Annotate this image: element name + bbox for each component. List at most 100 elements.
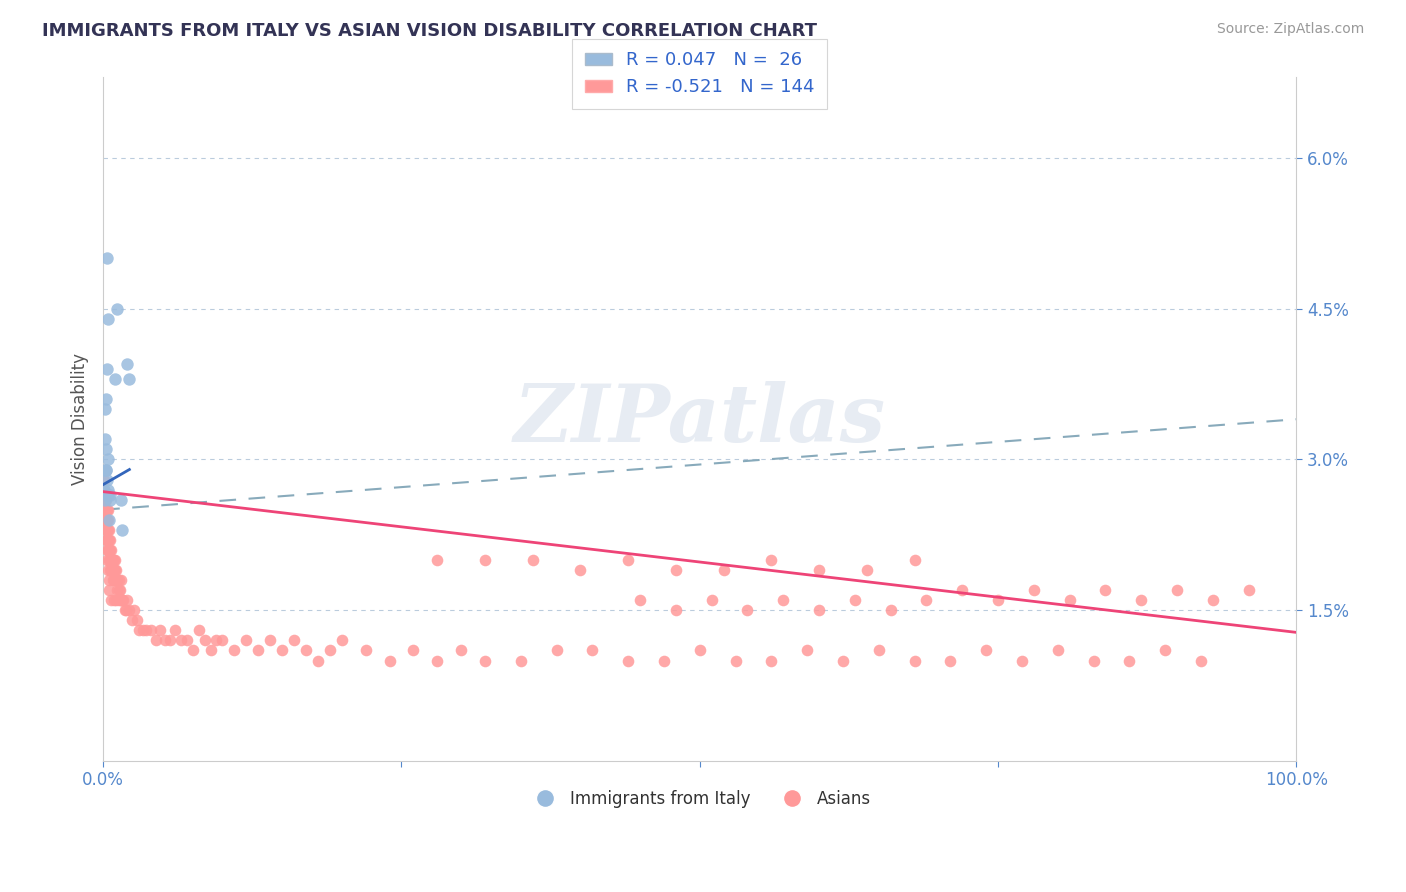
- Point: [211, 633, 233, 648]
- Point: [319, 643, 342, 657]
- Point: [987, 593, 1010, 607]
- Point: [163, 624, 186, 638]
- Point: [103, 553, 125, 567]
- Point: [128, 624, 150, 638]
- Point: [796, 643, 818, 657]
- Point: [104, 573, 127, 587]
- Point: [868, 643, 890, 657]
- Point: [1202, 593, 1225, 607]
- Point: [1154, 643, 1177, 657]
- Point: [97, 483, 120, 497]
- Point: [283, 633, 305, 648]
- Point: [737, 603, 759, 617]
- Point: [96, 252, 118, 266]
- Point: [105, 573, 128, 587]
- Point: [96, 442, 118, 457]
- Point: [378, 654, 401, 668]
- Point: [101, 553, 124, 567]
- Point: [122, 603, 145, 617]
- Point: [205, 633, 228, 648]
- Point: [94, 502, 117, 516]
- Point: [628, 593, 651, 607]
- Point: [118, 603, 141, 617]
- Point: [94, 523, 117, 537]
- Point: [1094, 583, 1116, 598]
- Text: ZIPatlas: ZIPatlas: [513, 381, 886, 458]
- Point: [170, 633, 193, 648]
- Point: [114, 603, 136, 617]
- Text: IMMIGRANTS FROM ITALY VS ASIAN VISION DISABILITY CORRELATION CHART: IMMIGRANTS FROM ITALY VS ASIAN VISION DI…: [42, 22, 817, 40]
- Point: [100, 543, 122, 558]
- Point: [105, 593, 128, 607]
- Point: [235, 633, 257, 648]
- Point: [832, 654, 855, 668]
- Point: [107, 583, 129, 598]
- Point: [652, 654, 675, 668]
- Y-axis label: Vision Disability: Vision Disability: [72, 353, 89, 485]
- Point: [330, 633, 353, 648]
- Point: [94, 533, 117, 547]
- Point: [96, 502, 118, 516]
- Point: [1237, 583, 1260, 598]
- Point: [808, 603, 831, 617]
- Point: [426, 654, 449, 668]
- Point: [107, 573, 129, 587]
- Point: [450, 643, 472, 657]
- Point: [426, 553, 449, 567]
- Point: [110, 593, 132, 607]
- Point: [903, 654, 925, 668]
- Point: [98, 513, 121, 527]
- Point: [700, 593, 723, 607]
- Point: [97, 513, 120, 527]
- Point: [112, 593, 135, 607]
- Point: [104, 553, 127, 567]
- Point: [93, 473, 115, 487]
- Point: [100, 563, 122, 577]
- Point: [97, 533, 120, 547]
- Point: [115, 593, 138, 607]
- Point: [96, 362, 118, 376]
- Point: [856, 563, 879, 577]
- Point: [1166, 583, 1188, 598]
- Point: [98, 563, 121, 577]
- Point: [915, 593, 938, 607]
- Point: [98, 583, 121, 598]
- Point: [187, 624, 209, 638]
- Point: [224, 643, 246, 657]
- Point: [96, 473, 118, 487]
- Point: [522, 553, 544, 567]
- Point: [181, 643, 204, 657]
- Point: [100, 553, 122, 567]
- Point: [724, 654, 747, 668]
- Point: [118, 372, 141, 386]
- Point: [974, 643, 997, 657]
- Point: [101, 563, 124, 577]
- Point: [93, 492, 115, 507]
- Point: [93, 483, 115, 497]
- Point: [1189, 654, 1212, 668]
- Point: [103, 593, 125, 607]
- Point: [114, 603, 136, 617]
- Point: [97, 563, 120, 577]
- Point: [93, 513, 115, 527]
- Point: [761, 654, 783, 668]
- Point: [98, 543, 121, 558]
- Point: [111, 523, 134, 537]
- Point: [103, 563, 125, 577]
- Point: [617, 654, 640, 668]
- Point: [131, 624, 153, 638]
- Point: [110, 492, 132, 507]
- Point: [105, 563, 128, 577]
- Point: [98, 523, 121, 537]
- Point: [1118, 654, 1140, 668]
- Point: [96, 488, 118, 502]
- Point: [98, 492, 121, 507]
- Point: [581, 643, 603, 657]
- Point: [153, 633, 176, 648]
- Point: [121, 613, 143, 627]
- Point: [96, 553, 118, 567]
- Point: [271, 643, 294, 657]
- Point: [193, 633, 215, 648]
- Point: [307, 654, 329, 668]
- Point: [402, 643, 425, 657]
